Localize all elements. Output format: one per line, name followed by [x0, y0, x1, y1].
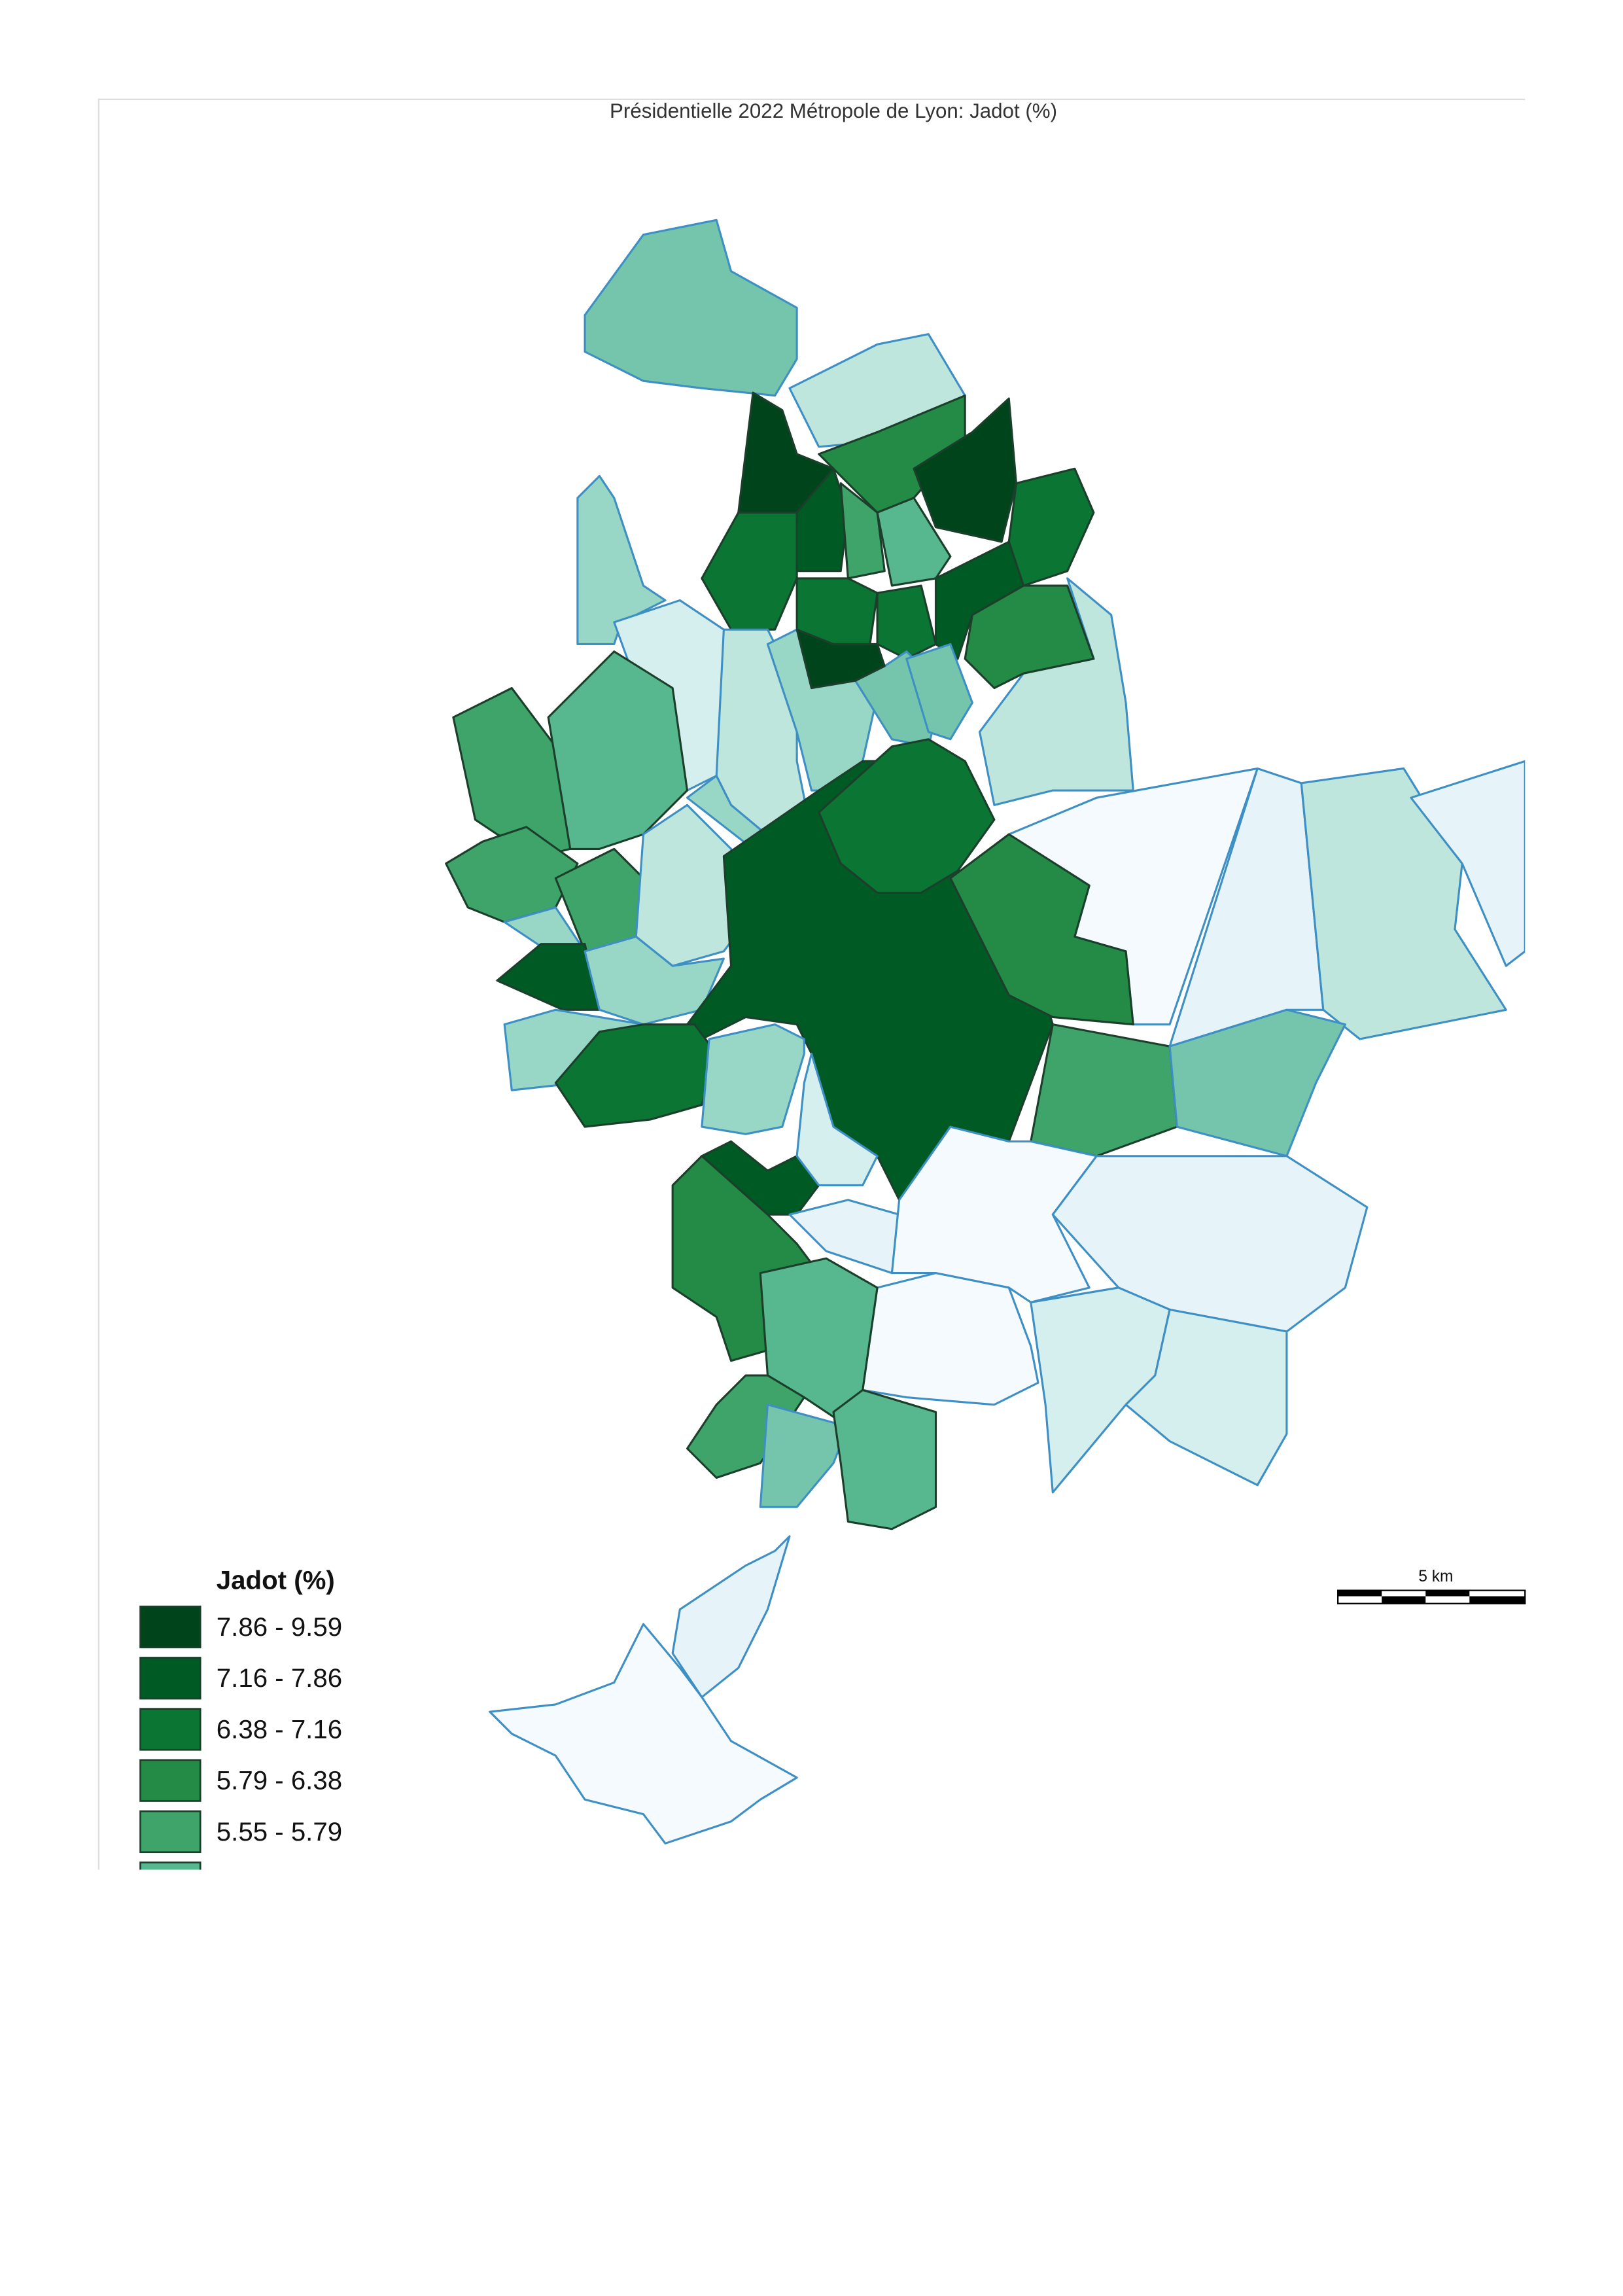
legend-label: 6.38 - 7.16 — [217, 1714, 342, 1744]
commune — [890, 1125, 1098, 1303]
commune — [1410, 760, 1526, 967]
legend-label: 5.24 - 5.55 — [217, 1868, 342, 1898]
map-title: Présidentielle 2022 Métropole de Lyon: J… — [610, 99, 1057, 122]
commune — [584, 935, 725, 1026]
commune — [964, 584, 1095, 690]
commune — [547, 650, 689, 850]
scale-seg — [1469, 1596, 1526, 1604]
legend-label: 7.16 - 7.86 — [217, 1663, 342, 1693]
commune — [671, 1535, 791, 1699]
legend-label: 5.79 - 6.38 — [217, 1766, 342, 1795]
legend-swatch — [139, 1657, 201, 1700]
commune — [949, 833, 1134, 1026]
legend-label: 5.55 - 5.79 — [217, 1817, 342, 1846]
commune — [862, 1272, 1039, 1406]
commune — [1030, 1023, 1178, 1157]
commune — [876, 497, 952, 587]
commune — [839, 482, 886, 580]
scale-label: 5 km — [1418, 1568, 1453, 1585]
scale-bar: 5 km — [1337, 1568, 1526, 1604]
scale-seg — [1338, 1590, 1382, 1597]
legend: Jadot (%) 7.86 - 9.59 7.16 - 7.86 6.38 - 7… — [139, 1565, 342, 1898]
commune — [701, 1023, 805, 1135]
commune — [686, 775, 777, 850]
commune — [818, 738, 996, 894]
legend-swatch — [139, 1810, 201, 1854]
commune — [795, 1052, 879, 1187]
commune — [795, 628, 886, 690]
legend-swatch — [139, 1862, 201, 1870]
commune — [832, 1388, 937, 1530]
legend-label: 7.86 - 9.59 — [217, 1612, 342, 1642]
legend-swatch — [139, 1708, 201, 1751]
communes — [445, 219, 1526, 1845]
scale-seg — [1425, 1590, 1470, 1597]
commune — [905, 643, 973, 741]
commune — [686, 1374, 805, 1479]
commune — [1300, 767, 1507, 1040]
commune — [1168, 1008, 1346, 1157]
commune — [576, 474, 667, 646]
legend-swatch — [139, 1759, 201, 1802]
commune — [489, 1623, 798, 1845]
commune — [1125, 1308, 1288, 1487]
commune — [584, 219, 798, 397]
legend-swatch — [139, 1605, 201, 1649]
scale-seg — [1382, 1596, 1426, 1604]
commune — [1168, 767, 1325, 1048]
legend-title: Jadot (%) — [217, 1565, 335, 1595]
commune — [876, 584, 937, 660]
